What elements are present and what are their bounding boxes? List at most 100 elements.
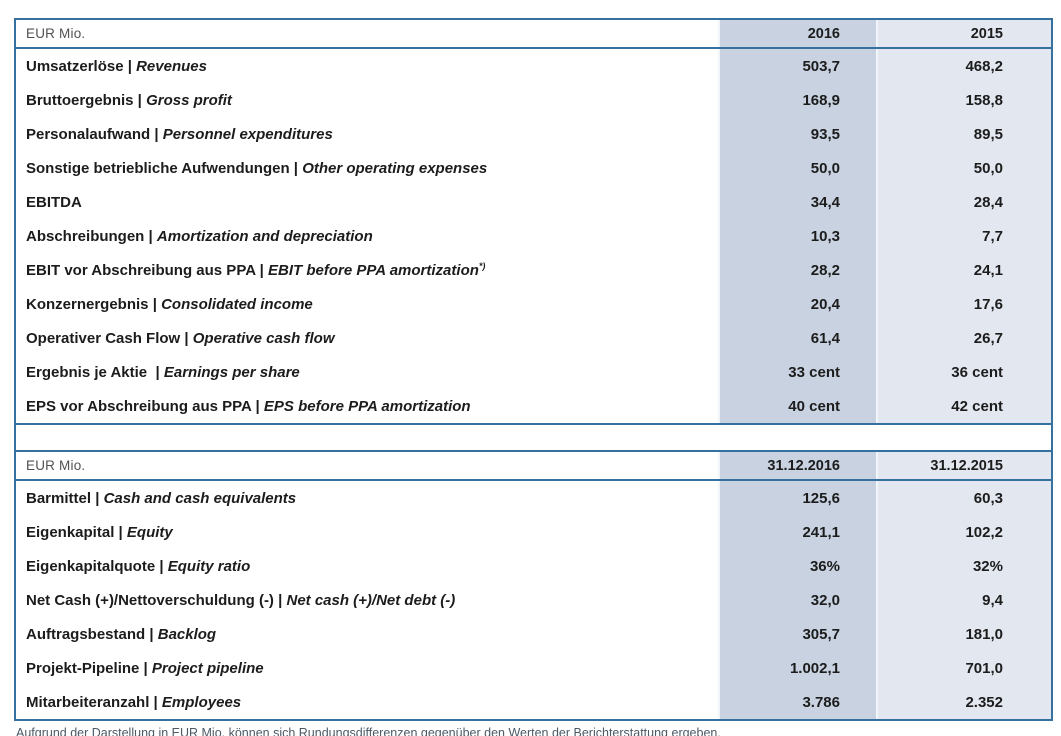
row-label: Konzernergebnis | Consolidated income (26, 296, 313, 313)
value-2016: 36% (809, 557, 840, 575)
value-2016: 28,2 (810, 261, 840, 279)
row-label: Umsatzerlöse | Revenues (26, 58, 207, 75)
row-label-cell: Projekt-Pipeline | Project pipeline (16, 651, 718, 685)
row-label: EBIT vor Abschreibung aus PPA | EBIT bef… (26, 261, 485, 279)
row-label: Abschreibungen | Amortization and deprec… (26, 228, 373, 245)
label-german: EPS vor Abschreibung aus PPA (26, 397, 252, 415)
value-cell-2015: 17,6 (876, 287, 1051, 321)
label-german: EBIT vor Abschreibung aus PPA (26, 261, 256, 279)
label-german: Sonstige betriebliche Aufwendungen (26, 159, 290, 177)
label-english: Backlog (157, 625, 217, 643)
label-separator: | (255, 261, 269, 279)
value-2016: 305,7 (802, 625, 840, 643)
value-2015: 26,7 (973, 329, 1003, 347)
label-separator: | (289, 159, 303, 177)
row-label-cell: Net Cash (+)/Nettoverschuldung (-) | Net… (16, 583, 718, 617)
table-row: Mitarbeiteranzahl | Employees 3.786 2.352 (16, 685, 1051, 719)
label-english: Amortization and depreciation (156, 227, 373, 245)
value-cell-2015: 701,0 (876, 651, 1051, 685)
label-german: Ergebnis je Aktie (26, 363, 152, 381)
value-2016: 125,6 (802, 489, 840, 507)
row-label-cell: Ergebnis je Aktie | Earnings per share (16, 355, 718, 389)
value-cell-2015: 36 cent (876, 355, 1051, 389)
date-2015-label: 31.12.2015 (930, 457, 1003, 474)
row-label: EPS vor Abschreibung aus PPA | EPS befor… (26, 398, 471, 415)
key-figures-table: EUR Mio. 2016 2015 Umsatzerlöse | Revenu… (14, 18, 1053, 721)
value-cell-2015: 89,5 (876, 117, 1051, 151)
value-2015: 32% (972, 557, 1003, 575)
value-2015: 42 cent (951, 397, 1003, 415)
row-label-cell: Operativer Cash Flow | Operative cash fl… (16, 321, 718, 355)
label-separator: | (144, 227, 157, 245)
value-2015: 9,4 (982, 591, 1003, 609)
label-english: Net cash (+)/Net debt (-) (286, 591, 456, 609)
label-german: Barmittel (26, 489, 92, 507)
row-label: Barmittel | Cash and cash equivalents (26, 490, 296, 507)
value-cell-2016: 3.786 (718, 685, 876, 719)
label-separator: | (251, 397, 264, 415)
section-gap (16, 425, 1051, 450)
label-german: Bruttoergebnis (26, 91, 134, 109)
header-year-2015-cell: 2015 (876, 20, 1051, 47)
table-row: Bruttoergebnis | Gross profit 168,9 158,8 (16, 83, 1051, 117)
value-2015: 24,1 (973, 261, 1003, 279)
value-cell-2016: 503,7 (718, 49, 876, 83)
value-cell-2016: 10,3 (718, 219, 876, 253)
header-date-2016-cell: 31.12.2016 (718, 452, 876, 479)
row-label: Auftragsbestand | Backlog (26, 626, 216, 643)
row-label-cell: Personalaufwand | Personnel expenditures (16, 117, 718, 151)
label-german: Auftragsbestand (26, 625, 146, 643)
row-label: Operativer Cash Flow | Operative cash fl… (26, 330, 334, 347)
table-row: Sonstige betriebliche Aufwendungen | Oth… (16, 151, 1051, 185)
value-cell-2015: 181,0 (876, 617, 1051, 651)
table-row: EBITDA 34,4 28,4 (16, 185, 1051, 219)
value-2016: 40 cent (788, 397, 840, 415)
table-header-row: EUR Mio. 31.12.2016 31.12.2015 (16, 452, 1051, 481)
label-german: Eigenkapital (26, 523, 115, 541)
value-2016: 32,0 (810, 591, 840, 609)
label-german: Personalaufwand (26, 125, 151, 143)
value-cell-2016: 241,1 (718, 515, 876, 549)
row-label: Bruttoergebnis | Gross profit (26, 92, 232, 109)
value-cell-2016: 305,7 (718, 617, 876, 651)
row-label-cell: Auftragsbestand | Backlog (16, 617, 718, 651)
table-row: Eigenkapitalquote | Equity ratio 36% 32% (16, 549, 1051, 583)
value-cell-2015: 50,0 (876, 151, 1051, 185)
value-2016: 20,4 (810, 295, 840, 313)
label-separator: | (155, 557, 168, 575)
header-unit-cell: EUR Mio. (16, 20, 718, 47)
row-label-cell: Mitarbeiteranzahl | Employees (16, 685, 718, 719)
year-2016-label: 2016 (807, 25, 840, 42)
value-cell-2015: 26,7 (876, 321, 1051, 355)
value-2015: 36 cent (951, 363, 1003, 381)
value-cell-2016: 36% (718, 549, 876, 583)
value-cell-2016: 50,0 (718, 151, 876, 185)
table-row: Projekt-Pipeline | Project pipeline 1.002… (16, 651, 1051, 685)
row-label: EBITDA (26, 194, 82, 211)
value-cell-2015: 32% (876, 549, 1051, 583)
row-label-cell: Konzernergebnis | Consolidated income (16, 287, 718, 321)
label-english: Earnings per share (163, 363, 300, 381)
unit-label: EUR Mio. (26, 26, 86, 41)
value-cell-2015: 42 cent (876, 389, 1051, 423)
value-cell-2015: 102,2 (876, 515, 1051, 549)
label-english: Consolidated income (161, 295, 313, 313)
row-label-cell: Eigenkapital | Equity (16, 515, 718, 549)
table-row: Umsatzerlöse | Revenues 503,7 468,2 (16, 49, 1051, 83)
value-2015: 158,8 (965, 91, 1003, 109)
value-2015: 17,6 (973, 295, 1003, 313)
income-statement-section: EUR Mio. 2016 2015 Umsatzerlöse | Revenu… (16, 20, 1051, 425)
value-2016: 241,1 (802, 523, 840, 541)
label-german: Abschreibungen (26, 227, 145, 245)
table-header-row: EUR Mio. 2016 2015 (16, 20, 1051, 49)
row-label: Ergebnis je Aktie | Earnings per share (26, 364, 300, 381)
value-2016: 34,4 (810, 193, 840, 211)
table-row: Auftragsbestand | Backlog 305,7 181,0 (16, 617, 1051, 651)
income-statement-rows: Umsatzerlöse | Revenues 503,7 468,2 Bruttoe… (16, 49, 1051, 423)
value-2015: 181,0 (965, 625, 1003, 643)
label-english: Gross profit (146, 91, 232, 109)
row-label: Personalaufwand | Personnel expenditures (26, 126, 333, 143)
label-separator: | (123, 57, 137, 75)
value-cell-2015: 60,3 (876, 481, 1051, 515)
